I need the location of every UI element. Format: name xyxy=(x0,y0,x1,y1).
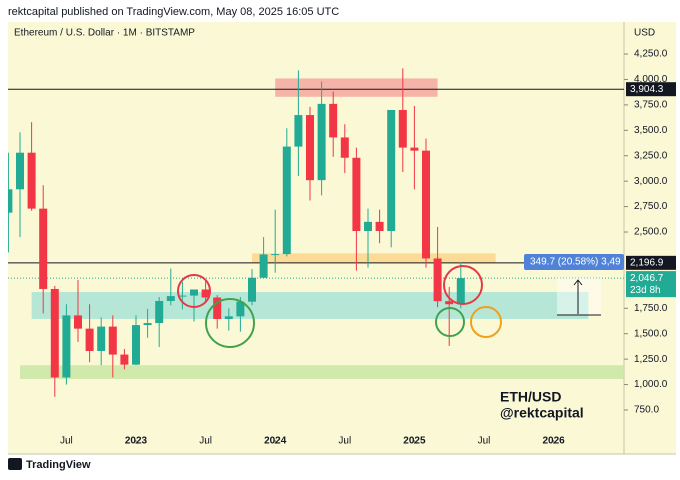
annotation-text: @rektcapital xyxy=(500,405,584,421)
measure-label-box xyxy=(524,254,624,270)
y-axis-label: USD xyxy=(634,28,655,39)
annotation-circle xyxy=(177,274,211,308)
candle-body xyxy=(16,152,24,190)
y-tick-label: 3,250.0 xyxy=(634,150,668,161)
candle-body xyxy=(294,115,303,147)
candle-body xyxy=(132,325,140,365)
candle-body xyxy=(155,300,164,324)
last-price-box xyxy=(626,271,676,298)
candle-body xyxy=(224,316,233,319)
candle-body xyxy=(8,189,13,213)
candle-body xyxy=(143,323,152,326)
y-tick-label: 1,250.0 xyxy=(634,354,668,365)
price-label-box xyxy=(626,255,676,270)
y-tick-label: 1,750.0 xyxy=(634,303,668,314)
zone xyxy=(252,253,496,264)
x-tick-label: Jul xyxy=(478,436,491,447)
candle-body xyxy=(433,258,442,302)
candle-body xyxy=(306,115,314,181)
y-tick-label: 750.0 xyxy=(634,405,659,416)
last-price-label: 2,046.7 xyxy=(630,273,664,284)
candle-body xyxy=(108,326,117,355)
y-tick-label: 4,000.0 xyxy=(634,74,668,85)
candle-body xyxy=(74,315,82,329)
candle-body xyxy=(271,254,280,256)
candle-body xyxy=(445,301,454,305)
measure-label: 349.7 (20.58%) 3,49 xyxy=(530,257,621,268)
measure-arrow-head xyxy=(573,279,583,286)
candle-body xyxy=(85,328,94,352)
y-tick-label: 3,500.0 xyxy=(634,125,668,136)
candle-body xyxy=(190,289,198,296)
candle-body xyxy=(178,295,187,297)
x-tick-label: 2023 xyxy=(125,436,148,447)
candle-body xyxy=(97,326,106,352)
annotation-circle xyxy=(435,307,465,337)
candle-body xyxy=(317,103,326,181)
annotation-text: ETH/USD xyxy=(500,389,561,405)
zone xyxy=(275,78,438,97)
candle-body xyxy=(27,152,36,209)
overlay xyxy=(177,265,601,348)
candle-body xyxy=(50,288,59,378)
y-tick-label: 1,000.0 xyxy=(634,379,668,390)
footer: TradingView xyxy=(26,459,91,471)
zone xyxy=(31,292,589,319)
candle-body xyxy=(120,354,129,365)
candle-body xyxy=(248,277,256,302)
plot-area xyxy=(8,68,624,397)
annotation-circle xyxy=(470,306,502,338)
x-tick-label: 2026 xyxy=(542,436,565,447)
candle-body xyxy=(236,301,245,317)
x-tick-label: 2024 xyxy=(264,436,287,447)
y-tick-label: 3,000.0 xyxy=(634,176,668,187)
y-tick-label: 3,750.0 xyxy=(634,100,668,111)
x-tick-label: Jul xyxy=(338,436,351,447)
candle-body xyxy=(166,296,175,301)
x-tick-label: 2025 xyxy=(403,436,426,447)
x-tick-label: Jul xyxy=(199,436,212,447)
chart-title: Ethereum / U.S. Dollar · 1M · BITSTAMP xyxy=(14,28,195,39)
candle-body xyxy=(329,103,338,138)
zone xyxy=(20,365,624,379)
candle-body xyxy=(352,157,361,231)
candle-body xyxy=(387,109,396,231)
price-label-box xyxy=(626,82,676,97)
candle-body xyxy=(410,147,419,151)
countdown-label: 23d 8h xyxy=(630,285,661,296)
candle-body xyxy=(282,146,291,255)
candle-body xyxy=(39,208,48,289)
candle-body xyxy=(398,109,407,148)
candle-body xyxy=(62,315,71,378)
price-label: 2,196.9 xyxy=(630,257,664,268)
y-tick-label: 2,750.0 xyxy=(634,201,668,212)
logo-icon xyxy=(8,458,22,470)
annotation-circle xyxy=(205,298,255,348)
measure-box xyxy=(557,278,601,315)
candle-body xyxy=(422,150,430,259)
y-tick-label: 4,250.0 xyxy=(634,49,668,60)
candle-body xyxy=(375,221,384,231)
y-tick-label: 1,500.0 xyxy=(634,328,668,339)
header: rektcapital published on TradingView.com… xyxy=(8,6,339,18)
price-label: 3,904.3 xyxy=(630,84,664,95)
candle-body xyxy=(259,254,268,278)
y-tick-label: 2,500.0 xyxy=(634,227,668,238)
candle-body xyxy=(456,278,465,305)
annotation-circle xyxy=(443,265,483,305)
candle-body xyxy=(201,289,210,298)
candle-body xyxy=(213,297,222,319)
candle-body xyxy=(364,221,372,231)
x-tick-label: Jul xyxy=(60,436,73,447)
candle-body xyxy=(340,137,349,158)
